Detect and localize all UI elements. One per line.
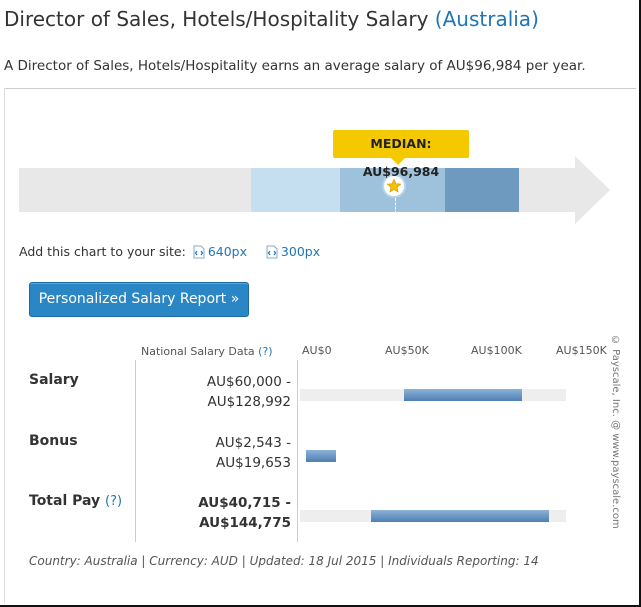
salary-low: AU$60,000 - bbox=[206, 374, 291, 390]
range-segment-low bbox=[251, 168, 340, 212]
row-label-text: Total Pay bbox=[29, 493, 101, 509]
add-chart-row: Add this chart to your site: 640px 300px bbox=[19, 244, 320, 259]
total-pay-bar bbox=[371, 510, 550, 522]
bonus-bar bbox=[306, 450, 336, 462]
total-pay-help-link[interactable]: (?) bbox=[105, 494, 123, 509]
page-title: Director of Sales, Hotels/Hospitality Sa… bbox=[4, 7, 539, 31]
median-marker bbox=[384, 176, 404, 196]
row-label-text: Salary bbox=[29, 372, 79, 388]
header-label: National Salary Data bbox=[141, 345, 255, 358]
range-arrow-head bbox=[575, 156, 610, 224]
star-icon bbox=[386, 178, 402, 193]
axis-tick-0: AU$0 bbox=[302, 344, 332, 357]
section-divider bbox=[4, 88, 636, 89]
total-pay-high: AU$144,775 bbox=[199, 515, 291, 531]
national-salary-data-header: National Salary Data (?) bbox=[141, 345, 273, 358]
column-divider bbox=[297, 360, 298, 542]
left-border bbox=[4, 88, 5, 603]
bonus-high: AU$19,653 bbox=[216, 455, 291, 471]
axis-tick-100k: AU$100K bbox=[471, 344, 522, 357]
total-pay-range-value: AU$40,715 - AU$144,775 bbox=[140, 493, 291, 533]
axis-tick-150k: AU$150K bbox=[556, 344, 607, 357]
bonus-low: AU$2,543 - bbox=[215, 435, 291, 451]
personalized-salary-report-button[interactable]: Personalized Salary Report » bbox=[29, 282, 249, 317]
add-chart-prompt: Add this chart to your site: bbox=[19, 244, 186, 259]
row-label-bonus: Bonus bbox=[29, 433, 78, 449]
job-title: Director of Sales, Hotels/Hospitality Sa… bbox=[4, 7, 429, 31]
salary-range-value: AU$60,000 - AU$128,992 bbox=[140, 372, 291, 412]
row-label-total-pay: Total Pay (?) bbox=[29, 493, 122, 509]
row-label-salary: Salary bbox=[29, 372, 79, 388]
axis-tick-50k: AU$50K bbox=[385, 344, 429, 357]
salary-high: AU$128,992 bbox=[207, 394, 291, 410]
median-marker-line bbox=[395, 198, 396, 214]
average-salary-summary: A Director of Sales, Hotels/Hospitality … bbox=[4, 58, 586, 74]
embed-640-link[interactable]: 640px bbox=[207, 244, 248, 259]
range-segment-high bbox=[445, 168, 519, 212]
median-tag: MEDIAN: AU$96,984 bbox=[333, 130, 469, 179]
bonus-range-value: AU$2,543 - AU$19,653 bbox=[140, 433, 291, 473]
embed-300-link[interactable]: 300px bbox=[280, 244, 321, 259]
total-pay-low: AU$40,715 - bbox=[198, 495, 291, 511]
embed-code-icon bbox=[193, 245, 205, 259]
copyright-notice: © Payscale, Inc. @ www.payscale.com bbox=[610, 335, 621, 529]
data-footer: Country: Australia | Currency: AUD | Upd… bbox=[29, 554, 539, 568]
embed-code-icon bbox=[266, 245, 278, 259]
salary-bar bbox=[404, 389, 523, 401]
location-link[interactable]: (Australia) bbox=[434, 7, 539, 31]
column-divider bbox=[135, 360, 136, 542]
row-label-text: Bonus bbox=[29, 433, 78, 449]
header-help-link[interactable]: (?) bbox=[258, 345, 273, 358]
